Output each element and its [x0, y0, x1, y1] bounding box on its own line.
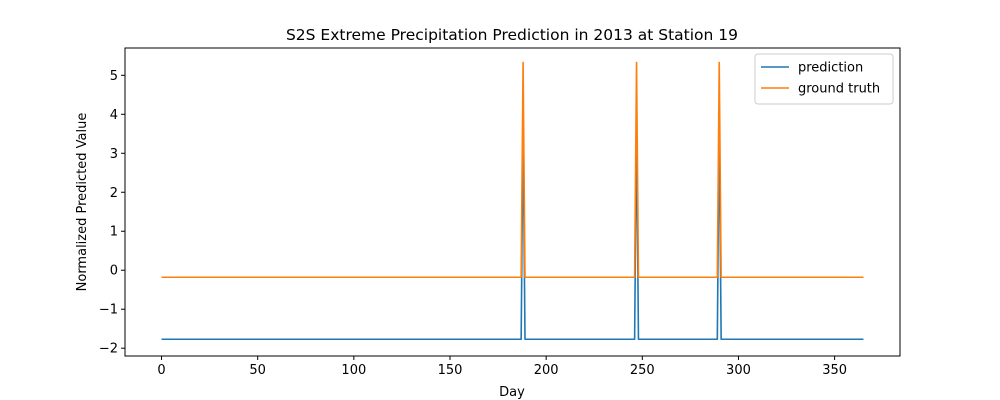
y-tick-label: −2	[99, 342, 118, 357]
y-tick-label: 2	[110, 186, 118, 201]
legend-box	[754, 53, 894, 105]
x-axis-label: Day	[499, 385, 525, 400]
x-tick-label: 250	[630, 363, 655, 378]
y-tick-label: −1	[99, 303, 118, 318]
x-tick-label: 0	[157, 363, 165, 378]
plot-area	[161, 61, 864, 341]
y-tick-label: 3	[110, 147, 118, 162]
y-tick-label: 5	[110, 69, 118, 84]
axes-frame	[124, 47, 901, 357]
series-line-ground-truth	[161, 61, 864, 279]
y-tick-label: 1	[110, 225, 118, 240]
x-tick-label: 200	[534, 363, 559, 378]
x-tick-label: 350	[822, 363, 847, 378]
legend-label-prediction: prediction	[798, 61, 863, 76]
y-axis: −2 −1 0 1 2 3 4 5	[99, 69, 125, 357]
y-tick-label: 4	[110, 108, 118, 123]
x-tick-label: 150	[438, 363, 463, 378]
x-tick-label: 300	[726, 363, 751, 378]
y-tick-label: 0	[110, 264, 118, 279]
x-tick-label: 50	[249, 363, 266, 378]
legend: prediction ground truth	[754, 53, 894, 105]
y-axis-label: Normalized Predicted Value	[75, 113, 90, 292]
x-axis: 0 50 100 150 200 250 300 350	[157, 356, 847, 378]
chart-title: S2S Extreme Precipitation Prediction in …	[286, 26, 738, 44]
x-tick-label: 100	[341, 363, 366, 378]
legend-label-ground-truth: ground truth	[798, 82, 880, 97]
